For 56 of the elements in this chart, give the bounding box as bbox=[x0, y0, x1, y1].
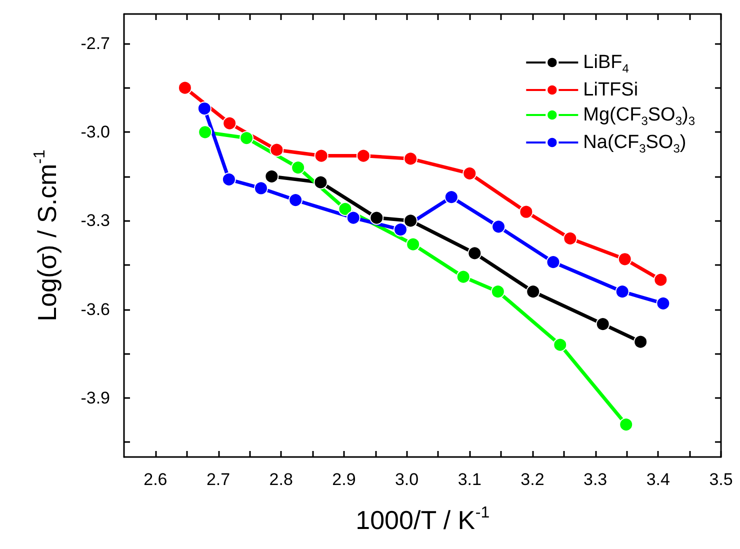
y-axis-title: Log(σ) / S.cm-1 bbox=[32, 149, 62, 322]
x-tick-label: 3.0 bbox=[394, 470, 419, 489]
point bbox=[634, 334, 648, 349]
point bbox=[404, 152, 418, 166]
point bbox=[563, 231, 578, 246]
y-tick-label: -3.6 bbox=[80, 300, 110, 319]
point bbox=[619, 418, 634, 432]
x-tick-label: 3.4 bbox=[646, 470, 670, 489]
y-tick-label: -2.7 bbox=[80, 34, 110, 54]
point bbox=[222, 172, 236, 186]
point bbox=[553, 338, 568, 352]
x-tick-label: 3.3 bbox=[583, 470, 608, 489]
point bbox=[270, 142, 284, 157]
point bbox=[404, 214, 418, 228]
point bbox=[288, 193, 303, 208]
point bbox=[656, 296, 670, 310]
point bbox=[546, 255, 560, 270]
point bbox=[654, 272, 668, 287]
point bbox=[526, 284, 540, 299]
x-tick-label: 3.2 bbox=[520, 470, 544, 489]
point bbox=[468, 246, 482, 260]
point bbox=[222, 116, 237, 130]
point bbox=[254, 181, 268, 196]
y-tick-label: -3.0 bbox=[80, 122, 110, 142]
point bbox=[456, 270, 470, 284]
point bbox=[615, 284, 630, 299]
point bbox=[314, 175, 328, 190]
point bbox=[444, 190, 458, 204]
point bbox=[490, 284, 505, 299]
point bbox=[370, 210, 384, 225]
point bbox=[338, 202, 352, 216]
legend-label: LiTFSi bbox=[583, 80, 638, 100]
point bbox=[198, 125, 212, 140]
x-tick-label: 2.7 bbox=[206, 470, 230, 489]
x-tick-label: 3.5 bbox=[709, 470, 733, 489]
point bbox=[291, 160, 306, 175]
point bbox=[596, 317, 610, 332]
point bbox=[314, 148, 328, 163]
point bbox=[462, 166, 477, 180]
x-tick-label: 2.9 bbox=[332, 470, 356, 489]
point bbox=[178, 80, 192, 95]
point bbox=[492, 220, 506, 234]
point bbox=[618, 252, 632, 266]
point bbox=[406, 237, 420, 252]
y-tick-label: -3.3 bbox=[80, 211, 110, 230]
point bbox=[519, 204, 534, 219]
x-tick-label: 2.8 bbox=[269, 470, 293, 489]
point bbox=[356, 148, 370, 163]
x-tick-label: 3.1 bbox=[458, 470, 482, 489]
point bbox=[394, 222, 408, 237]
y-tick-label: -3.9 bbox=[80, 388, 110, 408]
point bbox=[264, 169, 279, 184]
point bbox=[240, 131, 254, 146]
point bbox=[197, 102, 212, 116]
x-tick-label: 2.6 bbox=[144, 470, 168, 489]
point bbox=[346, 210, 360, 225]
